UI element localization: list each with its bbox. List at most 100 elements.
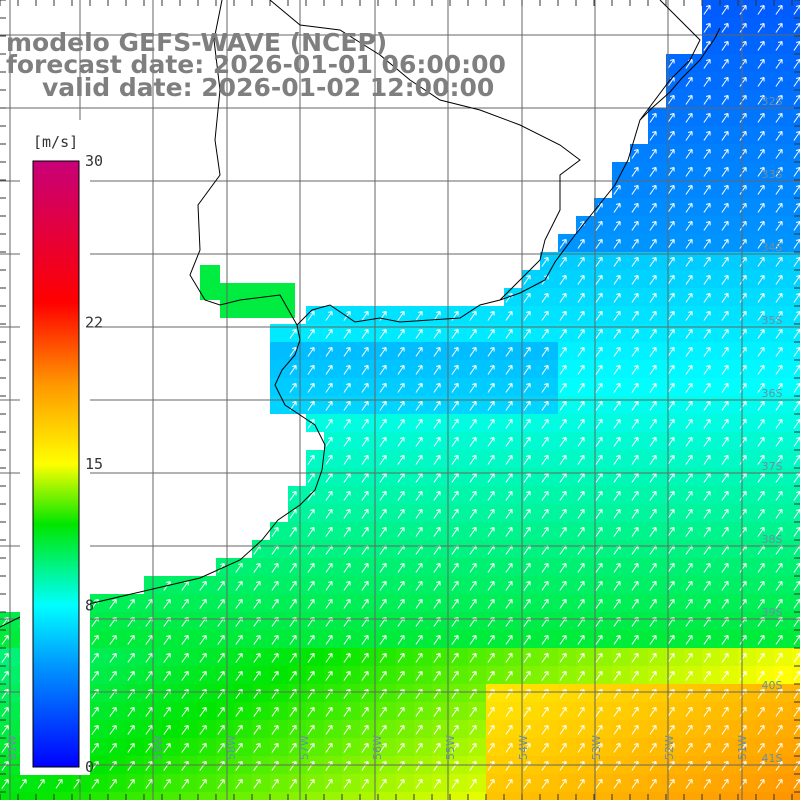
wind-cell	[324, 324, 342, 342]
wind-cell	[504, 468, 522, 486]
lon-label: 61W	[6, 735, 19, 760]
wind-arrow	[343, 491, 351, 501]
wind-cell	[738, 558, 756, 576]
wind-cell	[684, 576, 702, 594]
wind-arrow	[541, 473, 549, 483]
wind-cell	[738, 252, 756, 270]
wind-cell	[126, 648, 144, 666]
wind-arrow	[721, 185, 729, 195]
wind-cell	[684, 90, 702, 108]
wind-cell	[756, 774, 774, 792]
wind-arrow	[667, 563, 675, 573]
wind-cell	[360, 414, 378, 432]
wind-arrow	[757, 653, 765, 663]
wind-arrow	[415, 383, 423, 393]
wind-arrow	[469, 419, 477, 429]
wind-arrow	[289, 491, 297, 501]
wind-arrow	[361, 599, 369, 609]
wind-arrow	[1, 743, 9, 753]
wind-cell	[198, 576, 216, 594]
wind-arrow	[379, 671, 387, 681]
wind-arrow	[433, 329, 441, 339]
wind-cell	[702, 630, 720, 648]
wind-arrow	[91, 635, 99, 645]
wind-cell	[774, 180, 792, 198]
wind-cell	[468, 306, 486, 324]
wind-cell	[432, 648, 450, 666]
wind-cell	[306, 522, 324, 540]
wind-arrow	[649, 185, 657, 195]
wind-arrow	[721, 563, 729, 573]
wind-cell	[702, 54, 720, 72]
wind-cell	[486, 540, 504, 558]
wind-arrow	[775, 221, 783, 231]
wind-cell	[684, 216, 702, 234]
wind-arrow	[667, 167, 675, 177]
wind-arrow	[793, 365, 800, 375]
wind-arrow	[685, 671, 693, 681]
wind-cell	[360, 432, 378, 450]
wind-cell	[252, 594, 270, 612]
wind-arrow	[631, 293, 639, 303]
wind-arrow	[793, 221, 800, 231]
wind-arrow	[235, 563, 243, 573]
wind-cell	[774, 270, 792, 288]
wind-cell	[612, 504, 630, 522]
wind-arrow	[91, 743, 99, 753]
wind-cell	[324, 774, 342, 792]
wind-cell	[198, 792, 216, 800]
wind-cell	[342, 342, 360, 360]
wind-arrow	[613, 365, 621, 375]
wind-arrow	[433, 779, 441, 789]
wind-arrow	[325, 725, 333, 735]
wind-arrow	[721, 203, 729, 213]
wind-cell	[198, 630, 216, 648]
wind-arrow	[433, 491, 441, 501]
wind-arrow	[433, 401, 441, 411]
wind-arrow	[523, 527, 531, 537]
wind-arrow	[523, 563, 531, 573]
wind-cell	[630, 540, 648, 558]
wind-arrow	[595, 221, 603, 231]
wind-cell	[414, 666, 432, 684]
wind-cell	[558, 360, 576, 378]
wind-cell	[306, 594, 324, 612]
wind-arrow	[325, 527, 333, 537]
wind-cell	[342, 378, 360, 396]
wind-arrow	[379, 635, 387, 645]
wind-arrow	[721, 401, 729, 411]
wind-cell	[432, 612, 450, 630]
wind-cell	[450, 576, 468, 594]
wind-arrow	[649, 383, 657, 393]
wind-cell	[684, 126, 702, 144]
wind-arrow	[739, 635, 747, 645]
wind-cell	[594, 288, 612, 306]
wind-arrow	[721, 473, 729, 483]
wind-cell	[576, 792, 594, 800]
wind-cell	[306, 504, 324, 522]
wind-arrow	[649, 581, 657, 591]
wind-arrow	[775, 581, 783, 591]
wind-cell	[270, 612, 288, 630]
wind-cell	[540, 792, 558, 800]
wind-cell	[792, 558, 800, 576]
wind-cell	[720, 72, 738, 90]
wind-cell	[162, 738, 180, 756]
wind-cell	[324, 702, 342, 720]
wind-arrow	[667, 635, 675, 645]
wind-cell	[414, 720, 432, 738]
title-model: modelo GEFS-WAVE (NCEP)	[6, 28, 388, 57]
wind-cell	[342, 612, 360, 630]
wind-cell	[792, 72, 800, 90]
wind-arrow	[739, 23, 747, 33]
lon-label: 52W	[663, 735, 676, 760]
wind-cell	[738, 72, 756, 90]
wind-arrow	[721, 509, 729, 519]
wind-arrow	[577, 437, 585, 447]
wind-arrow	[685, 329, 693, 339]
wind-arrow	[685, 185, 693, 195]
wind-cell	[342, 486, 360, 504]
wind-cell	[792, 90, 800, 108]
